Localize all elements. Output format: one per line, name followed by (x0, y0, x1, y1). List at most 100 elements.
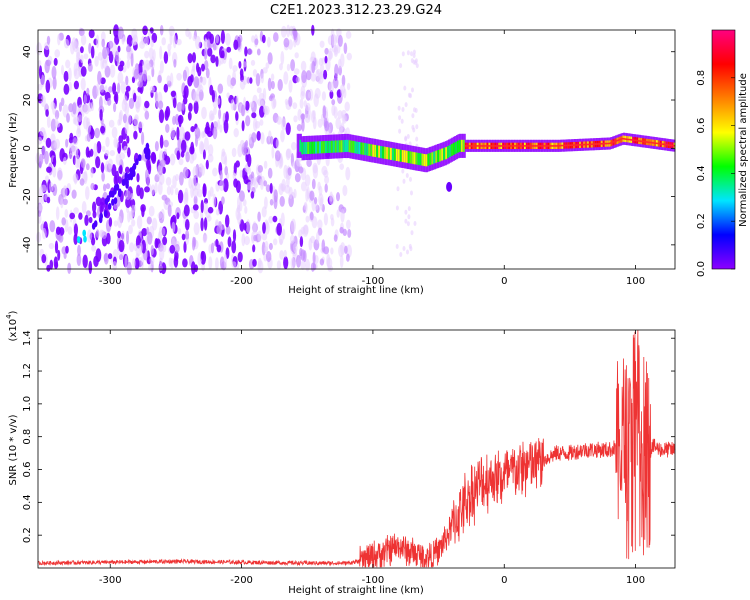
spectrogram-cell (176, 150, 181, 161)
spectrogram-cell (345, 30, 352, 39)
spectrogram-cell (411, 113, 415, 119)
spectrogram-cell (67, 262, 72, 274)
spectrogram-cell (158, 109, 165, 124)
spectrogram-cell (100, 125, 106, 134)
spectrogram-cell (144, 186, 150, 193)
spectrogram-cell (283, 249, 287, 258)
spectrogram-cell (415, 124, 419, 130)
spectrogram-cell (233, 128, 239, 138)
spectrogram-cell (223, 253, 228, 268)
spectrogram-cell (324, 175, 330, 184)
spectrogram-cell (163, 148, 168, 155)
spectrogram-ridge-core (433, 151, 436, 164)
spectrogram-cell (251, 112, 257, 119)
spectrogram-cell (38, 65, 43, 79)
spectrogram-cell (272, 215, 278, 223)
spectrogram-cell (115, 183, 120, 191)
spectrogram-cell (73, 207, 79, 215)
spectrogram-cell (111, 164, 117, 177)
spectrogram-cell (113, 197, 118, 205)
spectrogram-cell (57, 167, 63, 181)
spectrogram-ridge-halo (377, 139, 380, 164)
spectrogram-cell (166, 75, 171, 84)
spectrogram-cell (79, 178, 85, 186)
spectrogram-cell (86, 87, 90, 96)
spectrogram-cell (192, 52, 196, 63)
spectrogram-cell (273, 238, 278, 246)
spectrogram-cell (276, 222, 283, 236)
spectrogram-ridge-core (425, 154, 428, 167)
spectrogram-cell (92, 201, 97, 213)
spectrogram-ridge-core (401, 150, 404, 163)
spectrogram-cell (231, 240, 237, 254)
spectrogram-cell (341, 74, 346, 87)
spectrogram-cell (99, 109, 103, 121)
spectrogram-cell (148, 47, 154, 60)
spectrogram-cell (185, 28, 190, 38)
spectrogram-cell (135, 158, 139, 166)
spectrogram-cell (315, 203, 319, 211)
spectrogram-cell (45, 109, 49, 117)
spectrogram-cell (252, 244, 256, 253)
spectrogram-cell (144, 100, 150, 109)
snr-y-tick-label: 1.2 (22, 363, 33, 379)
spectrogram-cell (176, 102, 183, 112)
spectrogram-cell (103, 183, 107, 192)
spectrogram-cell (133, 92, 137, 103)
spectrogram-cell (138, 72, 144, 83)
snr-y-ticks: 0.2 0.4 0.6 0.8 1.0 1.2 1.4 (22, 330, 675, 543)
spectrogram-ridge-core (370, 144, 373, 157)
spectrogram-cell (99, 84, 105, 93)
spectrogram-ridge-halo (337, 134, 340, 159)
spectrogram-cell (36, 42, 42, 56)
spectrogram-ridge-core (417, 152, 420, 165)
spectrogram-cell (192, 35, 197, 42)
spectrogram-cell (84, 214, 89, 226)
spectrogram-ridge-core (431, 152, 434, 165)
spectrogram-cell (251, 35, 255, 43)
spectrogram-cell (100, 162, 105, 173)
spectrogram-cell (41, 254, 47, 264)
spectrogram-cell (279, 196, 285, 207)
spectrogram-cell (398, 128, 402, 134)
spectrogram-cell (158, 257, 163, 266)
spectrogram-cell (203, 202, 209, 215)
spectrogram-cell (306, 158, 312, 168)
spectrogram-cell (219, 170, 223, 181)
spectrogram-cell (137, 86, 142, 93)
spectrogram-ridge-core (451, 143, 453, 156)
spectrogram-cell (49, 220, 56, 233)
spectrogram-cell (95, 83, 100, 96)
spectrogram-cell (170, 90, 177, 98)
spectrogram-cell (318, 57, 324, 66)
spectrogram-cell (165, 106, 171, 118)
spectrogram-cell (280, 212, 285, 227)
spectrogram-cell (121, 99, 128, 112)
spectrogram-ridge-core (455, 141, 457, 154)
spectrogram-ridge-core (307, 141, 309, 154)
spectrogram-cell (169, 153, 176, 166)
spectrogram-ridge-halo (298, 133, 301, 158)
spectrogram-cell (226, 92, 230, 99)
spectrogram-ridge-core (336, 140, 339, 153)
spectrogram-cell (412, 53, 416, 59)
spectrogram-cell (127, 173, 131, 181)
spectrogram-cell (309, 190, 315, 201)
spectrogram-cell (61, 64, 64, 75)
spectrogram-cell (279, 250, 284, 260)
spectrogram-cell (63, 38, 70, 49)
spectrogram-cell (263, 180, 268, 187)
spectrogram-cell (141, 131, 145, 145)
spectrogram-cell (247, 153, 252, 168)
spectrogram-cell (121, 230, 125, 243)
spectrogram-cell (331, 34, 338, 47)
spectrogram-cell (146, 174, 150, 187)
spectrogram-cell (104, 65, 111, 78)
spectrogram-cell (242, 61, 247, 68)
spectrogram-cell (63, 252, 67, 259)
spectrogram-cell (397, 105, 401, 111)
spectrogram-cell (183, 97, 188, 105)
spectrogram-cell (337, 110, 343, 119)
spectrogram-cell (126, 261, 132, 275)
spectrogram-cell (151, 217, 158, 231)
